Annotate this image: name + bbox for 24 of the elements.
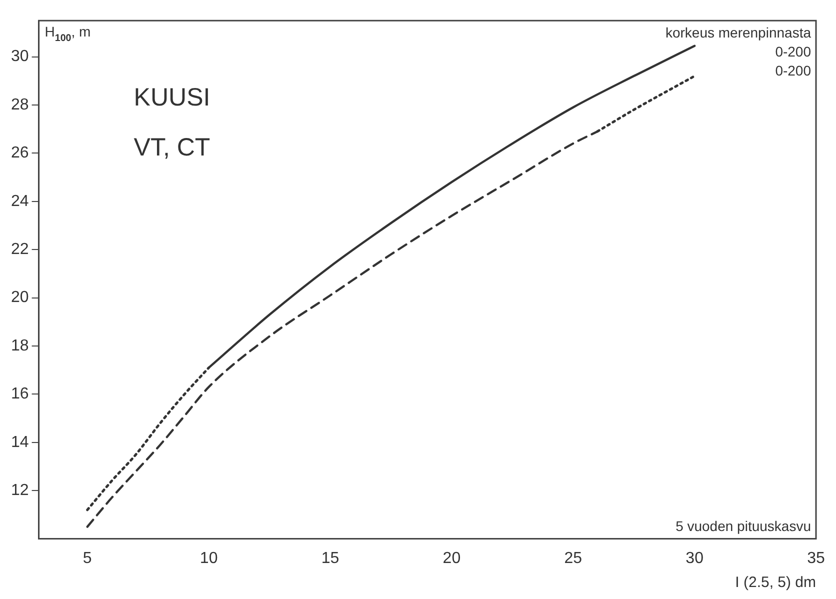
y-tick-label: 28: [11, 96, 29, 114]
legend-title: korkeus merenpinnasta: [665, 24, 812, 41]
text: 0-200: [775, 62, 812, 79]
y-tick-label: 30: [11, 48, 29, 66]
y-tick-label: 26: [11, 144, 29, 162]
y-tick-label: 22: [11, 240, 29, 258]
annotation: KUUSI: [134, 84, 210, 112]
x-tick-label: 10: [200, 550, 218, 567]
x-tick-label: 5: [82, 550, 92, 567]
annotation: 5 vuoden pituuskasvu: [676, 518, 811, 534]
y-tick-label: 24: [11, 192, 29, 210]
y-tick-label: 14: [11, 434, 29, 451]
annotation: VT, CT: [134, 134, 210, 162]
y-tick-label: 18: [11, 337, 29, 354]
y-tick-label: 20: [11, 289, 29, 306]
text: 0-200: [775, 44, 812, 60]
y-tick-label: 16: [11, 386, 29, 403]
x-tick-label: 20: [442, 550, 461, 567]
x-tick-label: 35: [807, 550, 825, 567]
y-tick-label: 12: [11, 482, 29, 499]
x-tick-label: 30: [686, 550, 704, 567]
x-tick-label: 25: [564, 550, 582, 567]
x-axis-title: I (2.5, 5) dm: [735, 574, 816, 591]
x-tick-label: 15: [321, 550, 340, 567]
